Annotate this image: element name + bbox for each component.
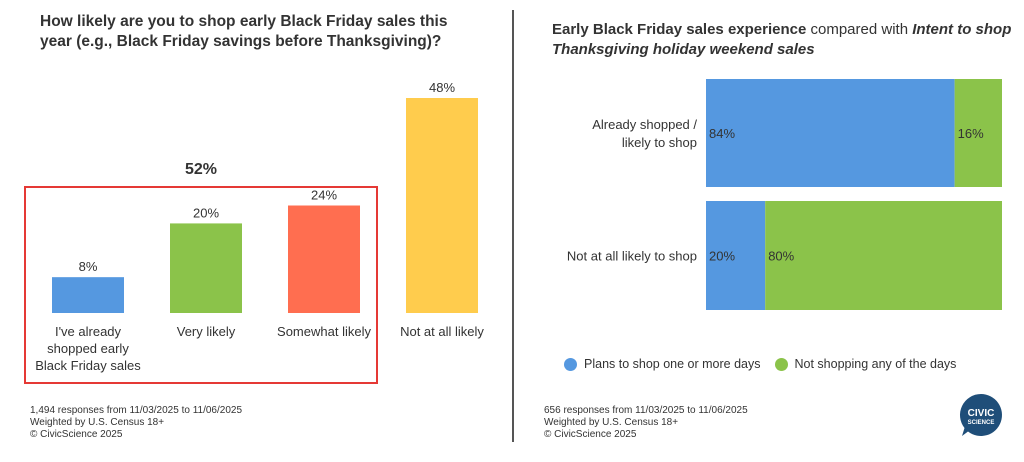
legend-item-plans: Plans to shop one or more days xyxy=(564,357,761,371)
highlight-box xyxy=(24,186,378,384)
right-footer-responses: 656 responses from 11/03/2025 to 11/06/2… xyxy=(544,405,748,416)
row-label-0-0: Already shopped / xyxy=(592,117,697,132)
right-legend: Plans to shop one or more days Not shopp… xyxy=(564,357,970,371)
bar-value-label-0: 8% xyxy=(79,259,98,274)
right-chart-panel: Early Black Friday sales experience comp… xyxy=(514,0,1024,462)
highlight-total-label: 52% xyxy=(185,161,217,178)
right-stacked-bar-chart: 84% 16% Already shopped / likely to shop 20%… xyxy=(567,79,1002,310)
category-label-2-0: Somewhat likely xyxy=(277,324,371,339)
legend-swatch-not-shopping xyxy=(774,357,788,371)
bar-value-label-3: 48% xyxy=(429,80,455,95)
bar-value-label-1: 20% xyxy=(193,205,219,220)
category-label-1-0: Very likely xyxy=(177,324,236,339)
category-label-0-2: Black Friday sales xyxy=(35,358,141,373)
left-chart-panel: How likely are you to shop early Black F… xyxy=(24,13,484,441)
panel-divider xyxy=(512,10,514,442)
legend-label-plans: Plans to shop one or more days xyxy=(584,357,761,371)
right-footer-weighting: Weighted by U.S. Census 18+ xyxy=(544,417,679,428)
left-footer-responses: 1,494 responses from 11/03/2025 to 11/06… xyxy=(30,405,243,416)
civicscience-logo: CIVIC SCIENCE xyxy=(959,394,1002,436)
bar-2 xyxy=(288,205,360,313)
left-footer-weighting: Weighted by U.S. Census 18+ xyxy=(30,417,165,428)
stacked-value-label-0-0: 84% xyxy=(709,126,735,141)
logo-text-civic: CIVIC xyxy=(968,408,995,419)
legend-swatch-plans xyxy=(564,357,577,371)
bar-value-label-2: 24% xyxy=(311,188,337,203)
stacked-bar-1-0 xyxy=(706,201,766,310)
row-label-1-0: Not at all likely to shop xyxy=(567,249,697,264)
stacked-bar-0-1 xyxy=(954,79,1002,187)
category-label-0-0: I've already xyxy=(55,324,122,339)
stacked-value-label-1-0: 20% xyxy=(709,249,735,264)
stacked-bar-1-1 xyxy=(765,201,1002,310)
stacked-value-label-1-1: 80% xyxy=(768,249,794,264)
right-title-italic: Intent to shop Thanksgiving holiday week… xyxy=(552,21,1012,58)
left-bar-chart: 8% I've already shopped early Black Friday … xyxy=(24,80,484,384)
row-label-0-1: likely to shop xyxy=(622,135,697,150)
bar-1 xyxy=(170,223,242,313)
left-footer-copyright: © CivicScience 2025 xyxy=(30,429,123,440)
legend-label-not-shopping: Not shopping any of the days xyxy=(794,357,957,371)
right-footer: 656 responses from 11/03/2025 to 11/06/2… xyxy=(544,405,748,441)
right-footer-copyright: © CivicScience 2025 xyxy=(544,429,637,440)
category-label-0-1: shopped early xyxy=(47,341,129,356)
right-title-normal: compared with xyxy=(806,21,913,38)
stacked-bar-0-0 xyxy=(706,79,955,187)
category-label-3-0: Not at all likely xyxy=(400,324,484,339)
logo-text-science: SCIENCE xyxy=(968,420,995,426)
right-title-bold: Early Black Friday sales experience xyxy=(552,21,807,38)
bar-3 xyxy=(406,98,478,313)
bar-0 xyxy=(52,277,124,313)
stacked-value-label-0-1: 16% xyxy=(958,126,984,141)
legend-item-not-shopping: Not shopping any of the days xyxy=(774,357,957,371)
left-footer: 1,494 responses from 11/03/2025 to 11/06… xyxy=(30,405,242,441)
right-chart-title: Early Black Friday sales experience comp… xyxy=(552,20,1012,60)
left-chart-title: How likely are you to shop early Black F… xyxy=(40,13,448,50)
logo-bubble xyxy=(959,394,1002,436)
